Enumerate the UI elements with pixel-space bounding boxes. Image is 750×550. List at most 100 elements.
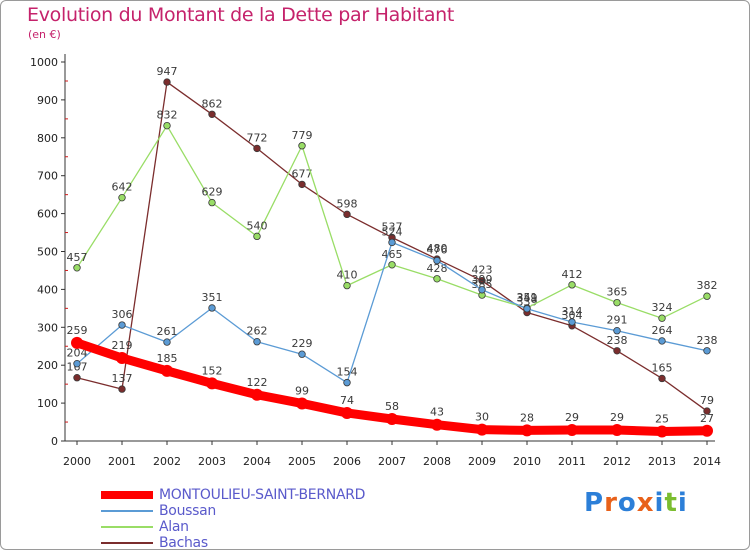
x-tick-label: 2014	[693, 455, 721, 468]
data-label: 259	[67, 324, 88, 337]
legend-label: MONTOULIEU-SAINT-BERNARD	[159, 487, 366, 503]
data-point	[388, 261, 396, 269]
x-tick-label: 2007	[378, 455, 406, 468]
data-point	[433, 256, 441, 265]
data-label: 412	[562, 268, 583, 281]
legend-item: Boussan	[101, 503, 365, 519]
y-tick-label: 300	[37, 321, 58, 334]
data-label: 540	[247, 219, 268, 232]
x-tick-label: 2000	[63, 455, 91, 468]
legend-label: Boussan	[159, 503, 216, 519]
x-tick-label: 2010	[513, 455, 541, 468]
data-label: 154	[337, 366, 358, 379]
data-point	[431, 418, 443, 431]
x-tick-label: 2004	[243, 455, 271, 468]
data-point	[118, 385, 126, 393]
y-tick-label: 1000	[30, 56, 58, 69]
data-label: 351	[517, 291, 538, 304]
logo-letter: t	[664, 488, 678, 518]
data-label: 524	[382, 225, 403, 238]
data-point	[611, 424, 623, 437]
proxiti-logo: Proxiti	[584, 488, 688, 518]
data-point	[116, 351, 128, 364]
data-point	[253, 232, 261, 241]
data-label: 29	[565, 411, 579, 424]
data-label: 99	[295, 384, 309, 397]
data-point	[208, 304, 216, 312]
legend-item: Bachas	[101, 535, 365, 549]
data-point	[296, 397, 308, 410]
logo-letter: i	[677, 488, 688, 518]
data-label: 58	[385, 400, 399, 413]
chart-title: Evolution du Montant de la Dette par Hab…	[27, 4, 455, 26]
data-point	[568, 281, 576, 289]
data-point	[658, 374, 666, 383]
data-point	[478, 276, 486, 285]
data-label: 832	[157, 109, 178, 122]
data-point	[701, 424, 713, 437]
series-montoulieu-saint-bernard: 259 219 185 152 122 99 74 58 43 30 28 29 29 25 27	[67, 324, 714, 438]
data-label: 629	[202, 186, 223, 199]
data-label: 43	[430, 406, 444, 419]
data-label: 122	[247, 376, 268, 389]
data-label: 261	[157, 325, 178, 338]
data-label: 476	[427, 244, 448, 257]
data-label: 351	[202, 291, 223, 304]
data-label: 349	[517, 292, 538, 305]
chart-legend: MONTOULIEU-SAINT-BERNARD Boussan Alan Bacha…	[101, 487, 366, 549]
data-point	[163, 121, 171, 130]
data-label: 204	[67, 347, 88, 360]
data-point	[613, 327, 621, 335]
y-tick-label: 500	[37, 246, 58, 259]
data-label: 314	[562, 305, 583, 318]
y-tick-label: 200	[37, 359, 58, 372]
data-point	[73, 264, 81, 272]
data-label: 465	[382, 248, 403, 261]
data-label: 304	[562, 309, 583, 322]
logo-letter: o	[617, 488, 637, 518]
data-label: 165	[652, 361, 673, 374]
x-tick-label: 2001	[108, 455, 136, 468]
legend-swatch	[101, 491, 153, 499]
data-label: 537	[382, 220, 403, 233]
legend-item: Alan	[101, 519, 365, 535]
data-label: 598	[337, 197, 358, 210]
data-point	[521, 424, 533, 437]
data-point	[253, 144, 261, 153]
data-label: 947	[157, 65, 178, 78]
logo-letter: x	[636, 488, 655, 518]
data-label: 238	[697, 334, 718, 347]
data-point	[208, 110, 216, 119]
data-point	[703, 292, 711, 300]
y-tick-label: 600	[37, 208, 58, 221]
data-point	[163, 338, 171, 346]
data-point	[568, 318, 576, 326]
data-label: 480	[427, 242, 448, 255]
data-label: 185	[157, 352, 178, 365]
y-tick-label: 700	[37, 170, 58, 183]
data-label: 74	[340, 394, 354, 407]
logo-letter: r	[604, 488, 618, 518]
data-label: 291	[607, 314, 628, 327]
data-point	[71, 336, 83, 349]
data-point	[253, 338, 261, 346]
data-point	[388, 238, 396, 247]
data-point	[118, 321, 126, 329]
x-tick-label: 2003	[198, 455, 226, 468]
data-point	[298, 142, 306, 150]
data-label: 262	[247, 325, 268, 338]
data-point	[206, 377, 218, 390]
data-label: 79	[700, 394, 714, 407]
data-point	[298, 350, 306, 358]
data-point	[73, 374, 81, 382]
x-tick-label: 2013	[648, 455, 676, 468]
data-point	[613, 298, 621, 307]
y-tick-label: 100	[37, 397, 58, 410]
data-label: 457	[67, 251, 88, 264]
x-tick-label: 2006	[333, 455, 361, 468]
data-point	[613, 347, 621, 355]
data-label: 779	[292, 129, 313, 142]
data-point	[476, 423, 488, 436]
